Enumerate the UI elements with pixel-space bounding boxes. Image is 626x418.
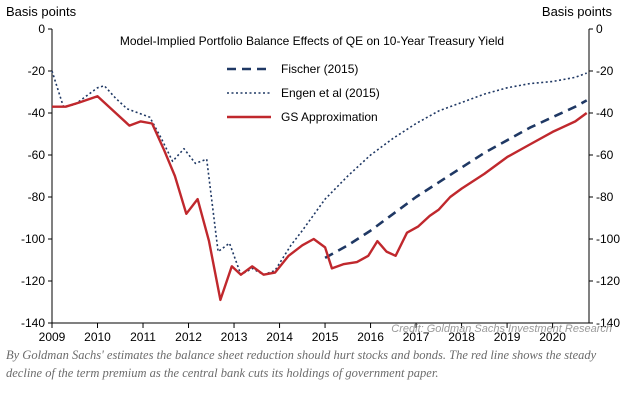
series-layer	[51, 70, 588, 302]
left-y-tick-label: -100	[21, 232, 45, 246]
chart-title: Model-Implied Portfolio Balance Effects …	[120, 34, 504, 48]
left-y-tick-label: -120	[21, 274, 45, 288]
x-tick-label: 2009	[39, 330, 66, 344]
credit-annotation: Credit: Goldman Sachs Investment Researc…	[391, 323, 612, 335]
right-y-tick-label: -60	[596, 148, 614, 162]
x-tick-label: 2017	[403, 330, 430, 344]
right-y-tick-label: -40	[596, 106, 614, 120]
right-axis: 0 -20 -40 -60 -80 -100 -120 -140	[588, 22, 620, 330]
right-y-tick-label: -140	[596, 316, 620, 330]
x-axis: 2009 2010 2011 2012 2013 2014 2015 2016 2017 2018…	[39, 322, 589, 344]
legend-label: Fischer (2015)	[281, 62, 358, 76]
x-tick-label: 2011	[130, 330, 156, 344]
left-y-tick-label: 0	[38, 22, 45, 36]
left-y-tick-label: -20	[28, 64, 46, 78]
x-tick-label: 2014	[266, 330, 293, 344]
left-axis: 0 -20 -40 -60 -80 -100 -120 -140	[21, 22, 53, 330]
x-tick-label: 2010	[84, 330, 111, 344]
x-tick-label: 2016	[357, 330, 384, 344]
legend-label: GS Approximation	[281, 110, 378, 124]
x-tick-label: 2015	[312, 330, 339, 344]
left-y-tick-label: -80	[28, 190, 46, 204]
y-axis-label-left: Basis points	[6, 4, 77, 19]
x-tick-label: 2019	[494, 330, 521, 344]
figure-caption: By Goldman Sachs' estimates the balance …	[6, 348, 597, 380]
right-y-tick-label: -80	[596, 190, 614, 204]
y-axis-label-right: Basis points	[542, 4, 613, 19]
series-line-2	[52, 95, 588, 302]
left-y-tick-label: -140	[21, 316, 45, 330]
series-line-0	[324, 99, 588, 260]
x-tick-label: 2018	[448, 330, 475, 344]
right-y-tick-label: 0	[596, 22, 603, 36]
left-y-tick-label: -60	[28, 148, 46, 162]
right-y-tick-label: -120	[596, 274, 620, 288]
x-tick-label: 2012	[175, 330, 202, 344]
right-y-tick-label: -100	[596, 232, 620, 246]
x-tick-label: 2020	[539, 330, 566, 344]
right-y-tick-label: -20	[596, 64, 614, 78]
left-y-tick-label: -40	[28, 106, 46, 120]
x-tick-label: 2013	[221, 330, 248, 344]
legend-label: Engen et al (2015)	[281, 86, 380, 100]
legend: Fischer (2015) Engen et al (2015) GS Appro…	[227, 62, 380, 124]
